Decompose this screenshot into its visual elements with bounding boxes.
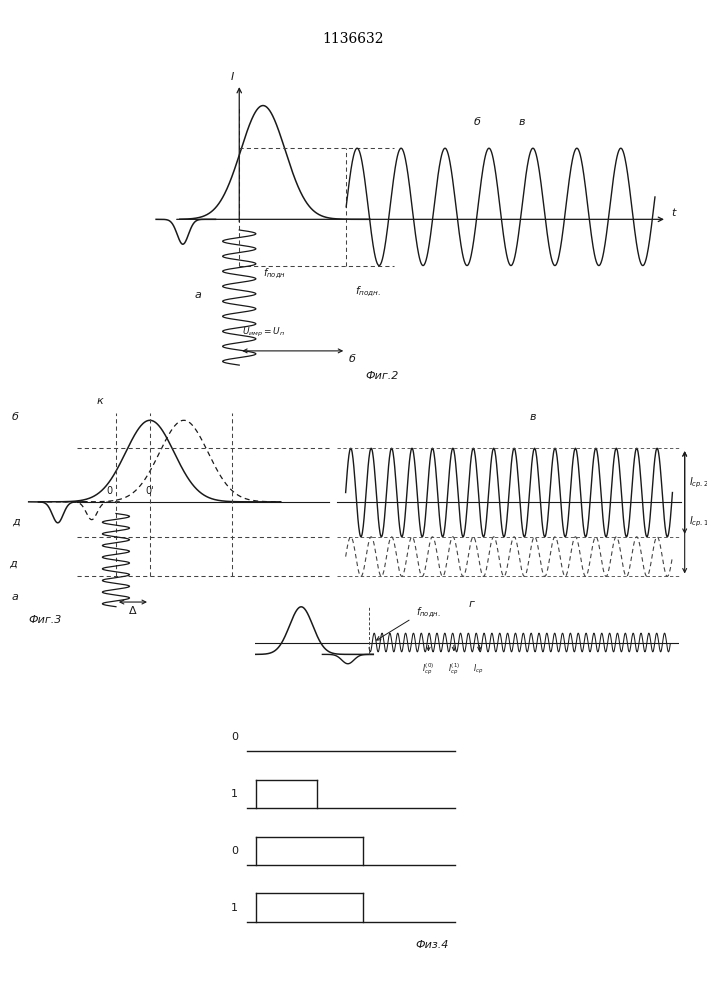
Text: Фиг.2: Фиг.2 bbox=[365, 371, 399, 381]
Text: к: к bbox=[97, 396, 103, 406]
Text: д: д bbox=[9, 559, 17, 569]
Text: 1: 1 bbox=[231, 789, 238, 799]
Text: $U_{имр} {=} U_п$: $U_{имр} {=} U_п$ bbox=[243, 326, 286, 339]
Text: а: а bbox=[194, 290, 201, 300]
Text: б: б bbox=[349, 354, 356, 364]
Text: $f_{подн.}$: $f_{подн.}$ bbox=[416, 606, 440, 620]
Text: I: I bbox=[230, 72, 233, 82]
Text: а: а bbox=[12, 592, 18, 602]
Text: $I_{ср.1}$: $I_{ср.1}$ bbox=[689, 514, 707, 529]
Text: Фиг.3: Фиг.3 bbox=[29, 615, 62, 625]
Text: 1: 1 bbox=[231, 903, 238, 913]
Text: $\Delta$: $\Delta$ bbox=[128, 604, 138, 616]
Text: 0: 0 bbox=[231, 732, 238, 742]
Text: б: б bbox=[12, 412, 18, 422]
Text: $I_{ср}^{(0)}$: $I_{ср}^{(0)}$ bbox=[422, 661, 434, 677]
Text: t: t bbox=[672, 208, 676, 218]
Text: б: б bbox=[474, 117, 481, 127]
Text: Физ.4: Физ.4 bbox=[416, 940, 449, 950]
Text: $f_{подн.}$: $f_{подн.}$ bbox=[355, 284, 381, 299]
Text: в: в bbox=[518, 117, 525, 127]
Text: $f_{подн}$: $f_{подн}$ bbox=[263, 267, 286, 281]
Text: 0: 0 bbox=[106, 486, 112, 496]
Text: 1136632: 1136632 bbox=[323, 32, 384, 46]
Text: $I_{ср.2}$: $I_{ср.2}$ bbox=[689, 476, 707, 490]
Text: в: в bbox=[530, 412, 536, 422]
Text: 0': 0' bbox=[145, 486, 153, 496]
Text: г: г bbox=[468, 599, 474, 609]
Text: $I_{ср}$: $I_{ср}$ bbox=[473, 663, 484, 676]
Text: $I_{ср}^{(1)}$: $I_{ср}^{(1)}$ bbox=[448, 661, 460, 677]
Text: д: д bbox=[12, 517, 20, 527]
Text: 0: 0 bbox=[231, 846, 238, 856]
